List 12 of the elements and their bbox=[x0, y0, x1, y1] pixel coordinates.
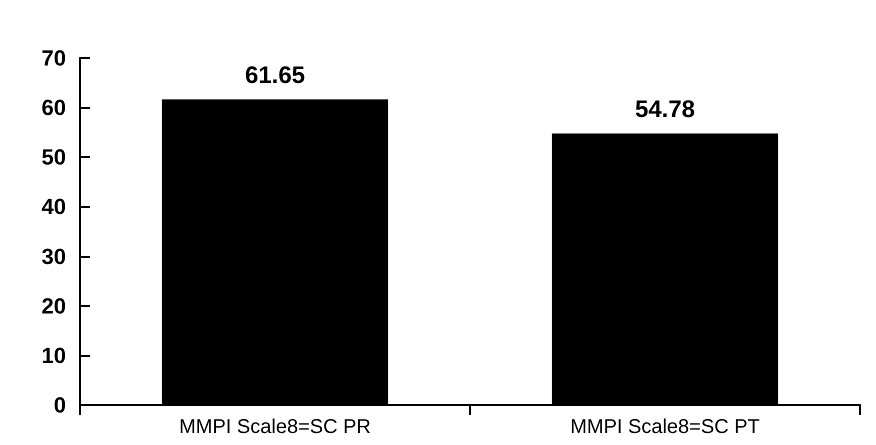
y-tick-label: 30 bbox=[42, 244, 66, 269]
y-tick-label: 0 bbox=[54, 392, 66, 418]
data-label: 61.65 bbox=[244, 62, 306, 89]
x-tick-label: MMPI Scale8=SC PT bbox=[570, 416, 760, 438]
y-tick-label: 10 bbox=[42, 342, 66, 368]
y-tick-label: 20 bbox=[42, 293, 66, 318]
data-label: 54.78 bbox=[634, 96, 696, 123]
y-tick-label: 60 bbox=[42, 95, 66, 120]
x-tick-label: MMPI Scale8=SC PR bbox=[179, 416, 371, 438]
y-tick-label: 40 bbox=[42, 194, 66, 220]
y-tick-label: 50 bbox=[42, 144, 66, 170]
y-tick-label: 70 bbox=[42, 46, 66, 70]
